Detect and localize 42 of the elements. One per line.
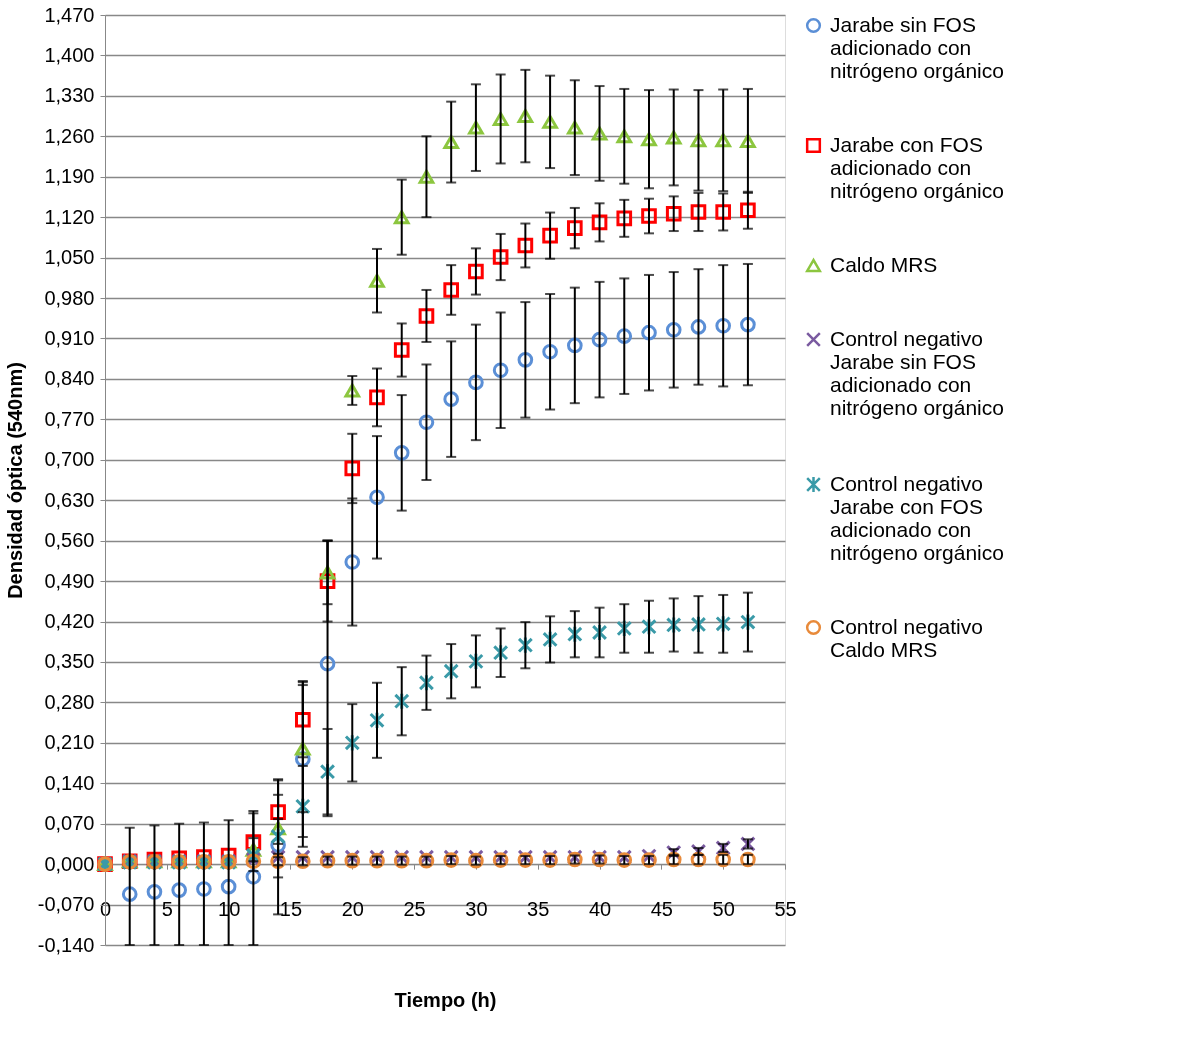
x-tick-label: 25 [403,897,426,920]
x-tick-label: 40 [588,897,612,920]
y-tick-label: 1,120 [44,205,95,228]
y-tick-label: 1,050 [44,246,95,269]
y-tick-label: 0,560 [44,529,95,552]
y-tick-label: 1,470 [44,3,95,26]
legend-label: Control negativo Jarabe con FOS adicionado con nitrógeno orgánico [830,471,1004,564]
x-tick-label: 30 [465,897,488,920]
x-tick-label: 5 [161,897,173,920]
y-tick-label: 0,840 [44,367,95,390]
y-axis-title: Densidad óptica (540nm) [3,362,26,599]
x-tick-label: 55 [774,897,797,920]
y-tick-label: 0,910 [44,326,95,349]
x-tick-label: 35 [527,897,550,920]
y-tick-label: 0,140 [44,771,95,794]
y-tick-label: 0,420 [44,610,95,633]
legend-label: Caldo MRS [830,252,938,276]
x-tick-label: 50 [712,897,735,920]
y-tick-label: 0,000 [44,852,95,875]
y-tick-label: 0,490 [44,569,95,592]
legend-label: Control negativo Jarabe sin FOS adicionado con nitrógeno orgánico [830,326,1004,419]
y-tick-label: -0,140 [37,933,95,956]
y-tick-label: 0,350 [44,650,95,673]
x-tick-label: 20 [341,897,364,920]
x-tick-label: 45 [650,897,673,920]
y-tick-label: 0,980 [44,286,95,309]
x-axis-title: Tiempo (h) [394,988,497,1011]
x-tick-label: 15 [279,897,303,920]
y-tick-label: 1,400 [44,43,95,66]
legend-label: Jarabe sin FOS adicionado con nitrógeno orgánico [830,12,1004,82]
legend-label: Jarabe con FOS adicionado con nitrógeno orgánico [830,132,1004,202]
y-tick-label: 1,190 [44,165,95,188]
y-tick-label: 0,770 [44,407,95,430]
y-tick-label: 0,630 [44,488,95,511]
y-tick-label: -0,070 [37,893,95,916]
legend-label: Control negativo Caldo MRS [830,614,983,661]
y-tick-label: 1,260 [44,124,95,147]
y-tick-label: 0,280 [44,690,95,713]
y-tick-label: 0,210 [44,731,95,754]
y-tick-label: 0,070 [44,812,95,835]
y-tick-label: 1,330 [44,84,95,107]
y-tick-label: 0,700 [44,448,95,471]
